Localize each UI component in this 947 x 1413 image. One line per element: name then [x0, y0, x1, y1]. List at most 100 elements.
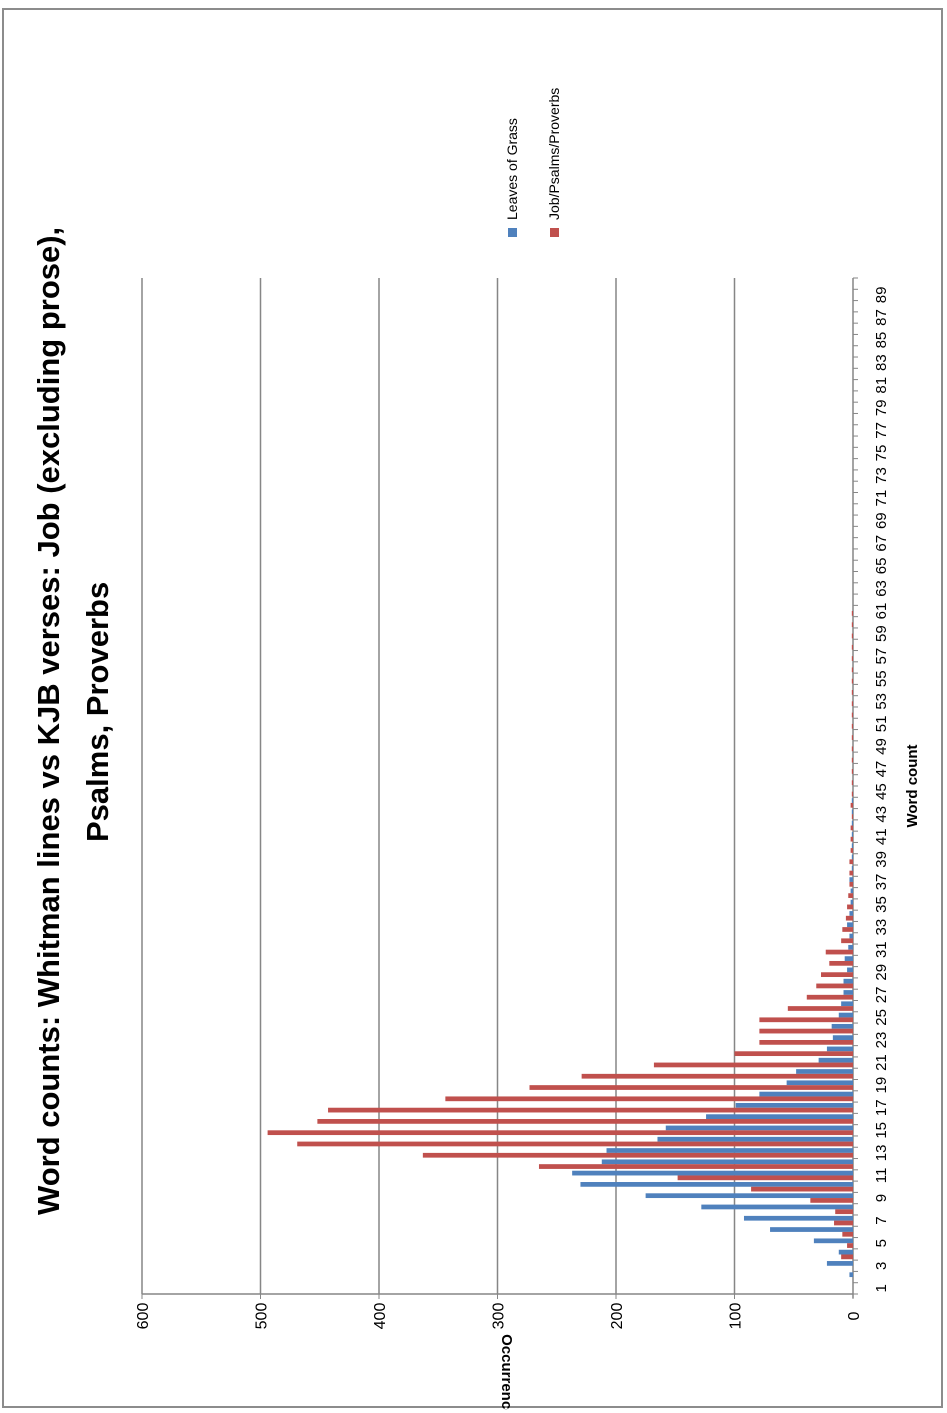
bar-job-psalms-proverbs [806, 994, 853, 1000]
gridlines [141, 278, 736, 1294]
bar-job-psalms-proverbs [850, 848, 853, 853]
bar-job-psalms-proverbs [848, 893, 853, 898]
bar-leaves-of-grass [849, 933, 853, 939]
x-tick-label: 39 [873, 851, 890, 868]
bar-job-psalms-proverbs [787, 1006, 853, 1011]
legend: Leaves of Grass Job/Psalms/Proverbs [504, 88, 562, 237]
bar-job-psalms-proverbs [851, 701, 853, 707]
x-tick-label: 71 [873, 490, 890, 507]
bar-job-psalms-proverbs [445, 1096, 853, 1102]
x-tick-label: 85 [873, 332, 890, 349]
y-tick-label: 400 [372, 1303, 389, 1330]
bar-job-psalms-proverbs [845, 915, 853, 921]
bar-job-psalms-proverbs [835, 1209, 853, 1215]
bar-job-psalms-proverbs [851, 723, 853, 729]
x-tick-label: 7 [873, 1216, 890, 1224]
bar-job-psalms-proverbs [851, 769, 853, 774]
bar-leaves-of-grass [735, 1102, 853, 1108]
bar-leaves-of-grass [606, 1148, 853, 1153]
bar-leaves-of-grass [759, 1091, 853, 1097]
bar-job-psalms-proverbs [842, 927, 853, 932]
x-tick-label: 77 [873, 422, 890, 439]
chart-title-line-2: Psalms, Proverbs [80, 582, 115, 842]
bar-leaves-of-grass [657, 1136, 853, 1142]
bar-leaves-of-grass [851, 843, 853, 849]
x-tick-label: 23 [873, 1032, 890, 1049]
bar-leaves-of-grass [813, 1238, 853, 1244]
bar-job-psalms-proverbs [851, 633, 853, 639]
bar-leaves-of-grass [841, 1001, 853, 1007]
bar-leaves-of-grass [849, 877, 853, 882]
x-tick-label: 13 [873, 1145, 890, 1162]
x-tick-label: 81 [873, 377, 890, 394]
x-tick-label: 1 [873, 1284, 890, 1292]
bar-leaves-of-grass [843, 990, 853, 995]
bar-leaves-of-grass [831, 1023, 853, 1029]
x-tick-label: 45 [873, 783, 890, 800]
x-tick-label: 15 [873, 1122, 890, 1139]
bar-job-psalms-proverbs [850, 802, 853, 808]
bar-leaves-of-grass [849, 1272, 853, 1278]
y-tick-label: 300 [491, 1303, 508, 1330]
chart-title: Word counts: Whitman lines vs KJB verses… [31, 227, 115, 1215]
x-tick-label: 29 [873, 964, 890, 981]
bar-job-psalms-proverbs [851, 622, 853, 628]
bar-leaves-of-grass [851, 865, 853, 871]
bar-leaves-of-grass [847, 922, 853, 928]
bar-leaves-of-grass [843, 978, 853, 984]
bar-leaves-of-grass [851, 798, 853, 803]
chart-title-line-1: Word counts: Whitman lines vs KJB verses… [31, 227, 66, 1215]
x-tick-label: 53 [873, 693, 890, 710]
x-tick-label: 37 [873, 874, 890, 891]
x-tick-label: 83 [873, 354, 890, 371]
x-tick-label: 41 [873, 828, 890, 845]
x-tick-label: 43 [873, 806, 890, 823]
bar-job-psalms-proverbs [847, 904, 853, 910]
x-tick-label: 75 [873, 445, 890, 462]
bar-leaves-of-grass [743, 1215, 853, 1221]
bar-job-psalms-proverbs [850, 836, 853, 842]
x-tick-label: 65 [873, 558, 890, 575]
bar-job-psalms-proverbs [759, 1017, 853, 1023]
bar-leaves-of-grass [838, 1012, 853, 1018]
bar-leaves-of-grass [701, 1204, 853, 1210]
bar-job-psalms-proverbs [267, 1130, 853, 1136]
x-tick-labels: 1357911131517192123252729313335373941434… [873, 287, 890, 1293]
bar-job-psalms-proverbs [850, 825, 853, 831]
x-tick-label: 11 [873, 1168, 890, 1184]
bar-leaves-of-grass [826, 1046, 853, 1052]
bar-job-psalms-proverbs [734, 1051, 853, 1057]
y-tick-label: 500 [254, 1303, 271, 1330]
bar-leaves-of-grass [832, 1035, 853, 1040]
x-tick-label: 59 [873, 625, 890, 642]
bar-leaves-of-grass [818, 1057, 853, 1063]
bar-job-psalms-proverbs [849, 881, 853, 887]
bar-job-psalms-proverbs [759, 1040, 853, 1045]
x-tick-label: 27 [873, 987, 890, 1004]
x-tick-label: 3 [873, 1262, 890, 1270]
bar-job-psalms-proverbs [851, 746, 853, 752]
x-tick-label: 19 [873, 1077, 890, 1094]
bar-job-psalms-proverbs [851, 757, 853, 763]
x-tick-label: 57 [873, 648, 890, 665]
x-tick-label: 51 [873, 716, 890, 733]
bar-job-psalms-proverbs [422, 1152, 853, 1158]
x-tick-label: 69 [873, 512, 890, 529]
x-tick-label: 49 [873, 738, 890, 755]
x-tick-label: 87 [873, 309, 890, 326]
x-axis-label: Word count [904, 744, 921, 827]
chart-frame: Word counts: Whitman lines vs KJB verses… [2, 8, 943, 1410]
x-tick-label: 35 [873, 896, 890, 913]
bar-job-psalms-proverbs [328, 1107, 853, 1113]
bar-job-psalms-proverbs [851, 690, 853, 695]
bar-job-psalms-proverbs [677, 1175, 853, 1181]
bar-job-psalms-proverbs [841, 938, 853, 944]
legend-label-job-psalms-proverbs: Job/Psalms/Proverbs [546, 88, 562, 220]
bar-leaves-of-grass [601, 1159, 853, 1165]
bar-leaves-of-grass [847, 967, 853, 973]
bar-job-psalms-proverbs [851, 644, 853, 650]
bar-leaves-of-grass [645, 1193, 853, 1199]
bar-leaves-of-grass [851, 820, 853, 826]
bar-leaves-of-grass [572, 1170, 853, 1176]
bar-job-psalms-proverbs [653, 1062, 853, 1068]
